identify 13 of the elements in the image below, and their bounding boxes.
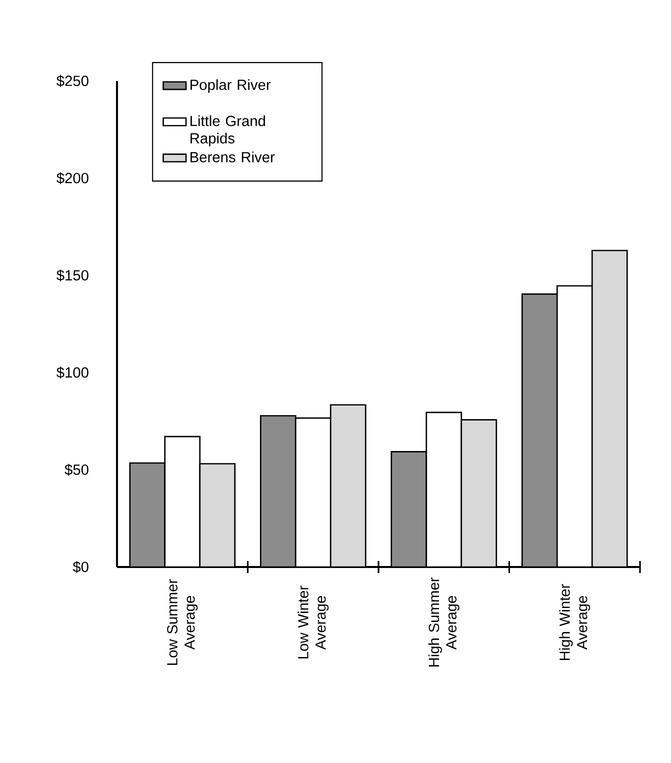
x-tick-label: Low Winter Average bbox=[298, 586, 329, 658]
y-tick-label: $0 bbox=[72, 561, 88, 573]
legend-label: Little Grand Rapids bbox=[190, 115, 266, 146]
x-tick-label: High Winter Average bbox=[559, 584, 590, 660]
y-tick-label: $50 bbox=[64, 464, 88, 476]
x-tick-label: High Summer Average bbox=[428, 578, 460, 667]
y-tick-label: $200 bbox=[56, 172, 88, 184]
y-tick-label: $100 bbox=[56, 366, 88, 379]
x-tick-label: Low Summer Average bbox=[167, 579, 198, 665]
legend-label: Berens River bbox=[190, 152, 275, 162]
y-tick-label: $250 bbox=[56, 75, 88, 87]
legend-label: Poplar River bbox=[190, 79, 271, 93]
y-tick-label: $150 bbox=[56, 269, 88, 282]
